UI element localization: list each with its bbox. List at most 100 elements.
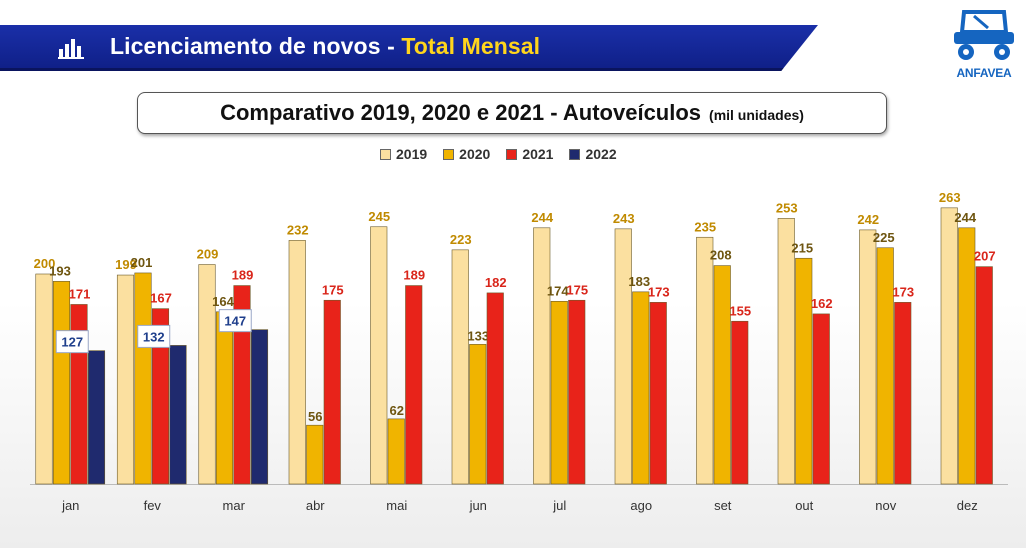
data-label-2021-nov: 173 (892, 284, 914, 299)
page-title: Licenciamento de novos - Total Mensal (110, 33, 540, 60)
data-label-2020-mai: 62 (390, 403, 404, 418)
legend-label-2019: 2019 (396, 146, 428, 162)
logo-text: ANFAVEA (956, 66, 1012, 80)
bar-2020-ago (632, 291, 650, 485)
x-tick-label: nov (875, 498, 896, 513)
bar-2021-jul (568, 299, 586, 485)
data-label-2021-ago: 173 (648, 284, 670, 299)
legend-label-2021: 2021 (522, 146, 554, 162)
bar-2019-mar (198, 264, 216, 485)
bar-2020-jun (469, 344, 487, 485)
bar-2020-jan (52, 281, 71, 485)
data-label-2020-dez: 244 (954, 210, 976, 225)
data-label-2021-jan: 171 (69, 286, 91, 301)
data-label-2019-out: 253 (776, 200, 798, 215)
data-label-2020-fev: 201 (131, 255, 153, 270)
data-label-2021-mai: 189 (403, 268, 425, 283)
data-label-2020-abr: 56 (308, 409, 322, 424)
x-tick-label: abr (306, 498, 325, 513)
bar-2019-dez (940, 207, 958, 485)
bar-2019-mai (370, 226, 388, 485)
bar-2020-fev (134, 272, 152, 485)
bar-2021-mai (405, 285, 423, 485)
x-tick-label: jan (61, 498, 79, 513)
x-tick-label: mai (386, 498, 407, 513)
x-tick-label: jul (552, 498, 566, 513)
data-label-2020-jun: 133 (467, 328, 489, 343)
legend-swatch-2021 (506, 148, 518, 160)
bar-2019-ago (614, 228, 632, 485)
bar-2021-mar (233, 285, 251, 485)
data-label-2019-fev: 199 (115, 257, 137, 272)
bar-2021-ago (649, 302, 667, 485)
data-label-2019-jan: 200 (34, 256, 56, 271)
bar-2019-abr (288, 240, 306, 485)
bar-2022-fev (169, 345, 187, 485)
data-label-2019-mai: 245 (368, 209, 390, 224)
data-label-2022-mar: 147 (224, 314, 246, 329)
bar-2020-mai (387, 418, 405, 485)
legend-item-2021: 2021 (506, 146, 553, 162)
data-label-2021-abr: 175 (322, 282, 344, 297)
data-label-2020-nov: 225 (873, 230, 895, 245)
x-tick-label: mar (223, 498, 246, 513)
chart-subtitle-box: Comparativo 2019, 2020 e 2021 - Autoveíc… (137, 92, 887, 134)
legend-label-2022: 2022 (585, 146, 617, 162)
bar-2021-nov (894, 302, 912, 485)
bar-2021-out (812, 313, 830, 485)
bar-2022-jan (87, 350, 106, 485)
legend-swatch-2019 (380, 148, 391, 160)
data-label-2019-ago: 243 (613, 211, 635, 226)
x-tick-label: out (795, 498, 813, 513)
data-label-2020-set: 208 (710, 248, 732, 263)
header-bar (0, 25, 818, 71)
legend-item-2019: 2019 (380, 146, 427, 162)
bar-2019-nov (859, 229, 877, 485)
x-tick-label: set (714, 498, 732, 513)
data-label-2019-nov: 242 (857, 212, 879, 227)
legend-swatch-2022 (569, 148, 581, 160)
label-box-2022-fev (137, 324, 171, 348)
data-label-2021-out: 162 (811, 296, 833, 311)
bar-2021-abr (323, 299, 341, 485)
bar-2022-mar (250, 329, 269, 485)
data-label-2021-jun: 182 (485, 275, 507, 290)
bar-2020-nov (876, 247, 894, 485)
data-label-2021-fev: 167 (150, 291, 172, 306)
bar-chart-icon (58, 35, 86, 64)
x-tick-label: fev (144, 498, 162, 513)
bar-2020-dez (958, 227, 976, 485)
bar-2020-out (795, 257, 813, 485)
data-label-2021-mar: 189 (232, 268, 254, 283)
bar-2021-dez (975, 266, 993, 485)
bar-2020-set (713, 265, 731, 485)
data-label-2022-jan: 127 (61, 335, 83, 350)
bar-2021-fev (151, 308, 170, 485)
data-label-2019-mar: 209 (197, 247, 219, 262)
data-label-2021-dez: 207 (974, 249, 996, 264)
bar-2020-jul (550, 300, 568, 485)
bar-2021-jun (486, 292, 504, 485)
x-tick-label: jun (469, 498, 487, 513)
data-label-2021-set: 155 (729, 303, 751, 318)
label-box-2022-mar (218, 309, 252, 333)
bar-2019-jun (451, 249, 469, 485)
legend-item-2022: 2022 (569, 146, 617, 162)
page-title-highlight: Total Mensal (401, 33, 541, 59)
bar-2019-out (777, 218, 795, 485)
data-label-2019-abr: 232 (287, 222, 309, 237)
bar-2019-jul (533, 227, 551, 485)
data-label-2020-out: 215 (791, 240, 813, 255)
data-label-2021-jul: 175 (566, 282, 588, 297)
bar-2020-abr (306, 424, 324, 485)
x-tick-label: dez (957, 498, 978, 513)
legend-item-2020: 2020 (443, 146, 490, 162)
legend-label-2020: 2020 (459, 146, 491, 162)
bar-2020-mar (215, 311, 234, 485)
x-tick-label: ago (630, 498, 652, 513)
data-label-2020-ago: 183 (628, 274, 650, 289)
data-label-2022-fev: 132 (143, 329, 165, 344)
label-box-2022-jan (55, 330, 89, 354)
chart-unit: (mil unidades) (709, 107, 804, 123)
